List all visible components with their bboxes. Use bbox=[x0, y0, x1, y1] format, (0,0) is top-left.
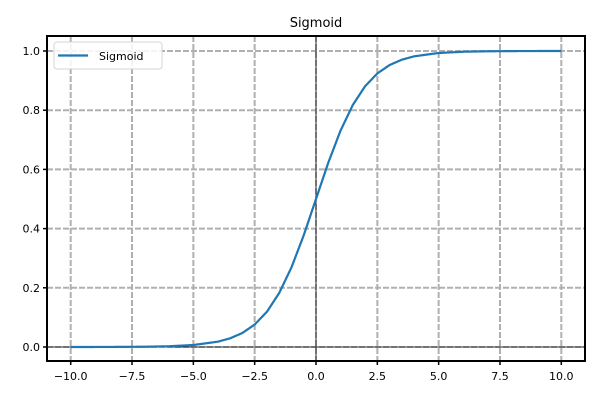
x-axis-ticks: −10.0 −7.5 −5.0 −2.5 0.0 2.5 5.0 7.5 10.0 bbox=[54, 361, 574, 383]
x-tick-label: −10.0 bbox=[54, 370, 88, 383]
y-tick-label: 0.8 bbox=[23, 104, 41, 117]
chart-title: Sigmoid bbox=[290, 16, 343, 31]
x-tick-label: 5.0 bbox=[430, 370, 448, 383]
x-tick-label: −7.5 bbox=[119, 370, 146, 383]
y-tick-label: 0.0 bbox=[23, 341, 41, 354]
x-tick-label: 10.0 bbox=[549, 370, 574, 383]
x-tick-label: 2.5 bbox=[369, 370, 387, 383]
y-axis-ticks: 0.0 0.2 0.4 0.6 0.8 1.0 bbox=[23, 45, 47, 354]
y-tick-label: 1.0 bbox=[23, 45, 41, 58]
legend-label: Sigmoid bbox=[99, 50, 144, 63]
x-tick-label: 7.5 bbox=[491, 370, 509, 383]
x-tick-label: −2.5 bbox=[241, 370, 268, 383]
x-tick-label: 0.0 bbox=[307, 370, 325, 383]
legend-box bbox=[53, 41, 163, 70]
y-tick-label: 0.4 bbox=[23, 223, 41, 236]
sigmoid-line bbox=[70, 49, 562, 349]
y-tick-label: 0.2 bbox=[23, 282, 41, 295]
x-tick-label: −5.0 bbox=[180, 370, 207, 383]
legend: Sigmoid bbox=[53, 41, 163, 70]
y-tick-label: 0.6 bbox=[23, 163, 41, 176]
